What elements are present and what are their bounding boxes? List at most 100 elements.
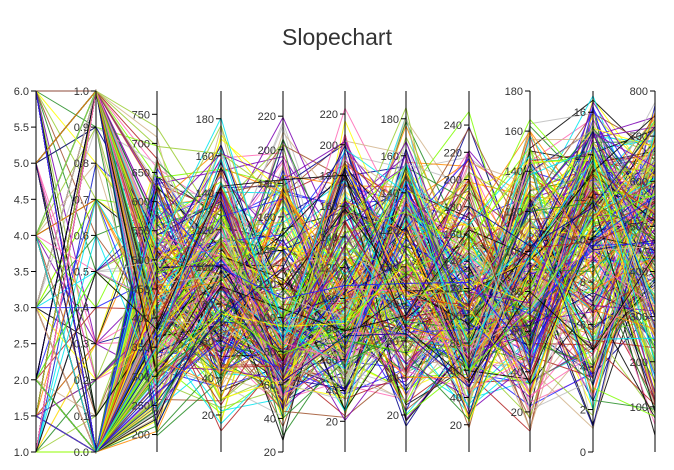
tick-label: 200: [258, 145, 276, 157]
tick-label: 12: [574, 192, 586, 204]
tick-label: 4.0: [14, 230, 29, 242]
tick-label: 0: [580, 447, 586, 459]
tick-label: 60: [202, 336, 214, 348]
tick-label: 250: [132, 400, 150, 412]
tick-label: 160: [196, 151, 214, 163]
tick-label: 60: [450, 365, 462, 377]
tick-label: 1.5: [14, 411, 29, 423]
tick-label: 600: [630, 176, 648, 188]
tick-label: 20: [202, 410, 214, 422]
tick-label: 120: [320, 263, 338, 275]
tick-label: 180: [381, 114, 399, 126]
axes: 1.0 1.5 2.0 2.5 3.0 3.5 4.0 4.5 5.0 5.5 6.0 0.0 0.1 0…: [14, 86, 656, 459]
tick-label: 100: [630, 402, 648, 414]
tick-label: 600: [132, 197, 150, 209]
tick-label: 160: [505, 126, 523, 138]
tick-label: 80: [511, 287, 523, 299]
tick-label: 20: [264, 447, 276, 459]
tick-label: 140: [505, 166, 523, 178]
tick-label: 220: [320, 109, 338, 121]
tick-label: 120: [381, 225, 399, 237]
tick-label: 80: [202, 299, 214, 311]
tick-label: 80: [450, 338, 462, 350]
tick-label: 200: [320, 140, 338, 152]
tick-label: 500: [630, 221, 648, 233]
tick-label: 140: [196, 188, 214, 200]
tick-label: 0.7: [74, 194, 89, 206]
tick-label: 0.8: [74, 158, 89, 170]
tick-label: 1.0: [74, 86, 89, 98]
tick-label: 180: [444, 202, 462, 214]
tick-label: 40: [202, 373, 214, 385]
tick-label: 40: [387, 373, 399, 385]
tick-label: 2.5: [14, 339, 29, 351]
tick-label: 80: [387, 299, 399, 311]
tick-label: 220: [444, 147, 462, 159]
tick-label: 20: [326, 416, 338, 428]
tick-label: 0.9: [74, 122, 89, 134]
tick-label: 3.0: [14, 303, 29, 315]
tick-label: 0.4: [74, 303, 89, 315]
tick-label: 200: [132, 430, 150, 442]
tick-label: 2: [580, 405, 586, 417]
tick-label: 0.0: [74, 447, 89, 459]
tick-label: 100: [258, 313, 276, 325]
tick-label: 100: [320, 293, 338, 305]
tick-label: 650: [132, 168, 150, 180]
tick-label: 20: [511, 407, 523, 419]
tick-label: 0.6: [74, 230, 89, 242]
tick-label: 140: [320, 232, 338, 244]
tick-label: 0.1: [74, 411, 89, 423]
tick-label: 40: [326, 386, 338, 398]
tick-label: 0.2: [74, 375, 89, 387]
tick-label: 100: [196, 262, 214, 274]
tick-label: 8: [580, 277, 586, 289]
tick-label: 80: [264, 346, 276, 358]
tick-label: 180: [196, 114, 214, 126]
tick-label: 180: [258, 178, 276, 190]
tick-label: 160: [381, 151, 399, 163]
tick-label: 800: [630, 86, 648, 98]
tick-label: 4: [580, 362, 586, 374]
tick-label: 200: [444, 175, 462, 187]
tick-label: 500: [132, 255, 150, 267]
tick-label: 20: [387, 410, 399, 422]
tick-label: 60: [326, 355, 338, 367]
tick-label: 160: [444, 229, 462, 241]
tick-label: 100: [381, 262, 399, 274]
tick-label: 100: [505, 246, 523, 258]
tick-label: 20: [450, 420, 462, 432]
tick-label: 180: [320, 170, 338, 182]
tick-label: 550: [132, 226, 150, 238]
tick-label: 4.5: [14, 194, 29, 206]
tick-label: 400: [132, 313, 150, 325]
tick-label: 220: [258, 111, 276, 123]
tick-label: 3.5: [14, 267, 29, 279]
tick-label: 0.3: [74, 339, 89, 351]
tick-label: 60: [387, 336, 399, 348]
tick-label: 300: [630, 312, 648, 324]
tick-label: 5.5: [14, 122, 29, 134]
tick-label: 120: [505, 206, 523, 218]
tick-label: 6: [580, 320, 586, 332]
tick-label: 10: [574, 235, 586, 247]
tick-label: 750: [132, 109, 150, 121]
tick-label: 300: [132, 371, 150, 383]
tick-label: 240: [444, 120, 462, 132]
chart-title: Slopechart: [282, 24, 392, 50]
tick-label: 80: [326, 324, 338, 336]
tick-label: 100: [444, 311, 462, 323]
tick-label: 450: [132, 284, 150, 296]
tick-label: 400: [630, 267, 648, 279]
tick-label: 5.0: [14, 158, 29, 170]
tick-label: 160: [320, 201, 338, 213]
tick-label: 180: [505, 86, 523, 98]
tick-label: 700: [132, 138, 150, 150]
tick-label: 120: [196, 225, 214, 237]
tick-label: 16: [574, 107, 586, 119]
tick-label: 60: [264, 380, 276, 392]
tick-label: 140: [381, 188, 399, 200]
tick-label: 60: [511, 327, 523, 339]
tick-label: 140: [444, 256, 462, 268]
